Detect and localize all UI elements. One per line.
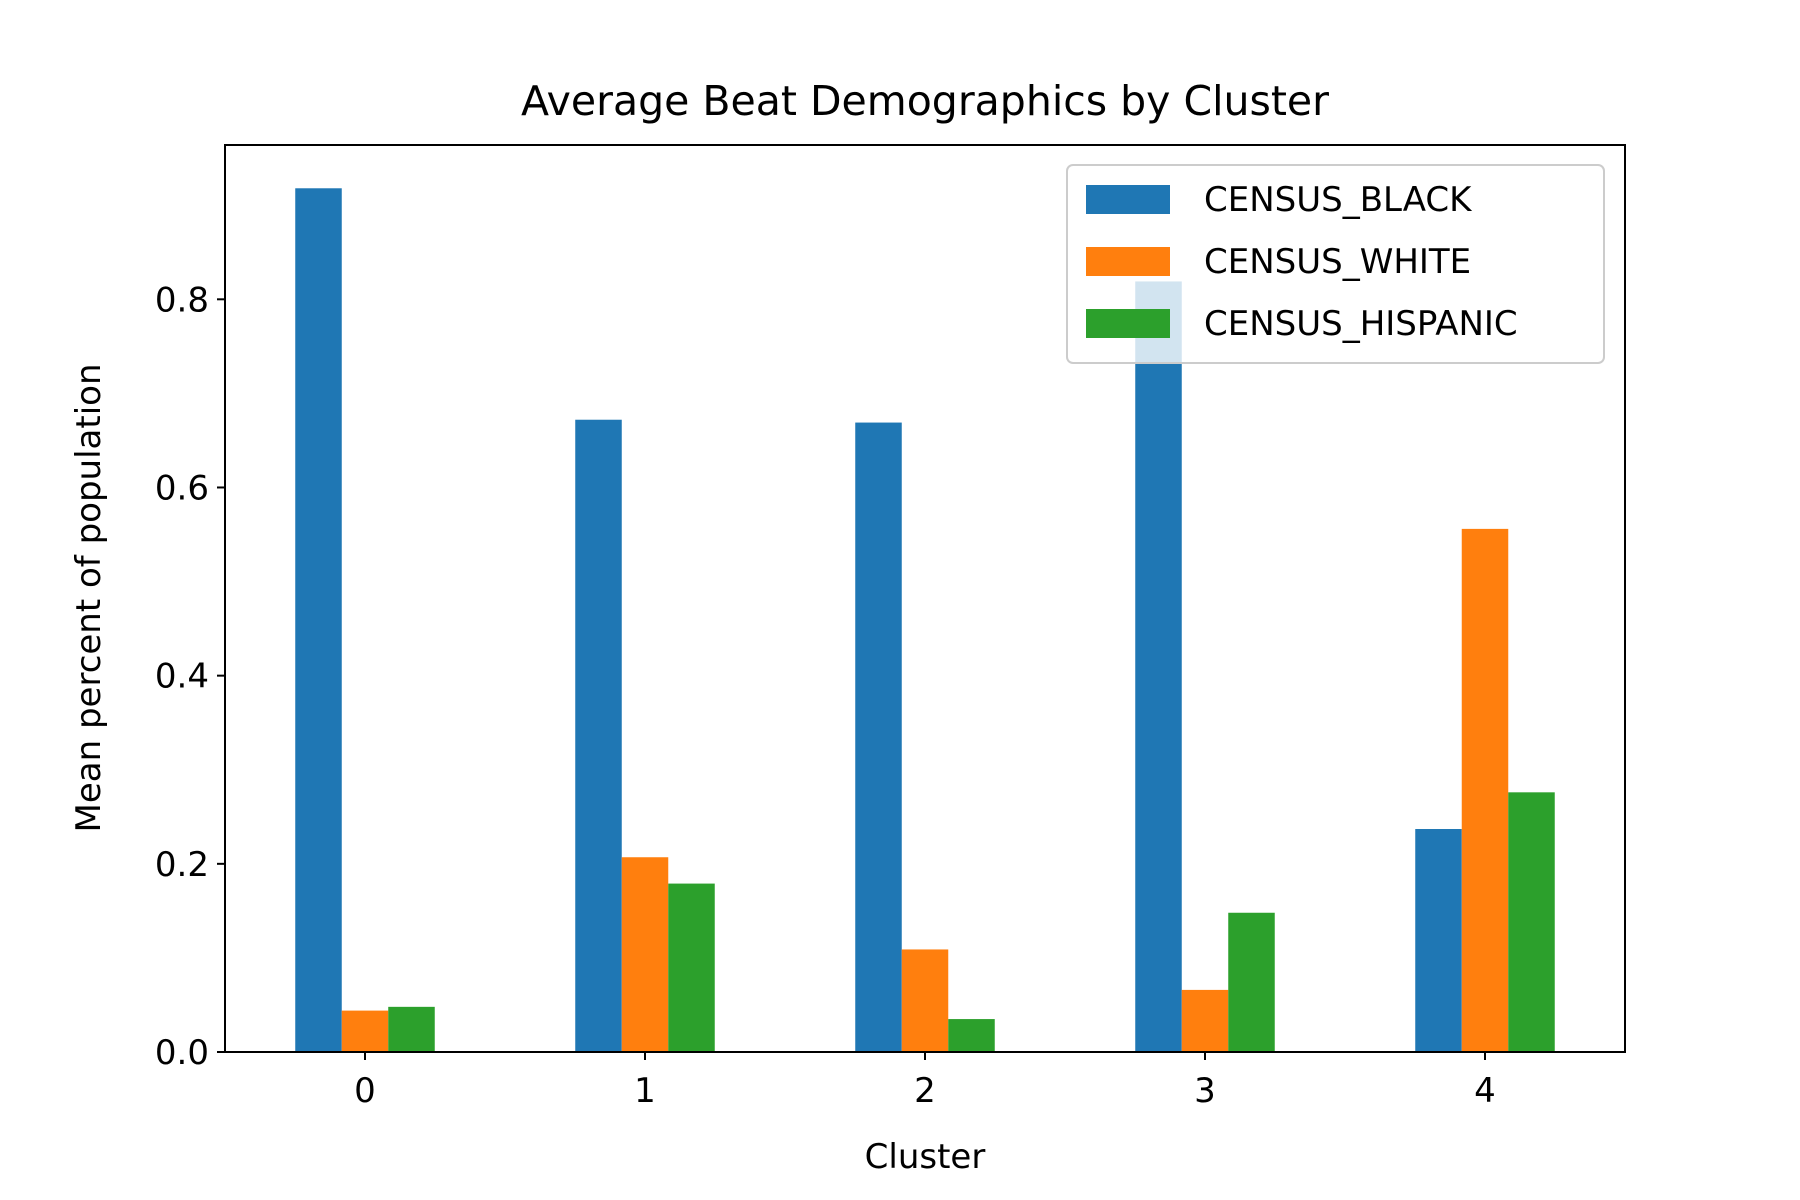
legend-items: CENSUS_BLACK CENSUS_WHITE CENSUS_HISPANIC (1086, 180, 1518, 344)
legend-swatch-census-hispanic (1086, 309, 1170, 338)
ticks-layer: 0 1 2 3 4 0.0 0.2 0.4 0.6 0.8 (155, 280, 1496, 1111)
legend-label-census-hispanic: CENSUS_HISPANIC (1204, 304, 1518, 344)
y-tick-label: 0.8 (155, 280, 209, 320)
bar-census-black-cluster-4 (1415, 829, 1462, 1052)
y-tick-label: 0.2 (155, 845, 209, 885)
y-tick-label: 0.4 (155, 657, 209, 697)
bar-census-white-cluster-2 (901, 949, 949, 1052)
y-tick-label: 0.0 (155, 1033, 209, 1073)
legend-label-census-black: CENSUS_BLACK (1204, 180, 1473, 220)
bar-census-black-cluster-0 (295, 188, 342, 1052)
plot-frame (224, 144, 1626, 1053)
legend-label-census-white: CENSUS_WHITE (1204, 242, 1471, 282)
bar-census-white-cluster-1 (621, 857, 669, 1052)
bar-census-black-cluster-1 (575, 419, 622, 1053)
legend-frame (1066, 164, 1605, 364)
x-tick-label: 2 (914, 1071, 936, 1111)
bar-census-hispanic-cluster-2 (948, 1019, 995, 1052)
y-tick-label: 0.6 (155, 468, 209, 508)
x-tick-label: 3 (1194, 1071, 1216, 1111)
bar-census-white-cluster-0 (341, 1010, 389, 1052)
bar-census-black-cluster-3 (1135, 281, 1182, 1052)
bar-census-hispanic-cluster-1 (668, 883, 715, 1052)
bar-census-hispanic-cluster-4 (1508, 792, 1555, 1052)
legend-swatch-census-white (1086, 247, 1170, 276)
x-tick-label: 0 (354, 1071, 376, 1111)
bars-layer (295, 188, 1555, 1053)
chart-title: Average Beat Demographics by Cluster (521, 77, 1329, 125)
bar-census-hispanic-cluster-0 (388, 1006, 435, 1052)
bar-census-white-cluster-3 (1181, 989, 1229, 1052)
bar-census-hispanic-cluster-3 (1228, 912, 1275, 1052)
bar-census-black-cluster-2 (855, 422, 902, 1052)
legend-swatch-census-black (1086, 185, 1170, 214)
bar-census-white-cluster-4 (1461, 528, 1509, 1052)
x-tick-label: 4 (1474, 1071, 1496, 1111)
x-axis-label: Cluster (865, 1137, 986, 1177)
y-axis-label: Mean percent of population (69, 364, 109, 833)
legend: CENSUS_BLACK CENSUS_WHITE CENSUS_HISPANIC (1066, 164, 1605, 364)
x-tick-label: 1 (634, 1071, 656, 1111)
